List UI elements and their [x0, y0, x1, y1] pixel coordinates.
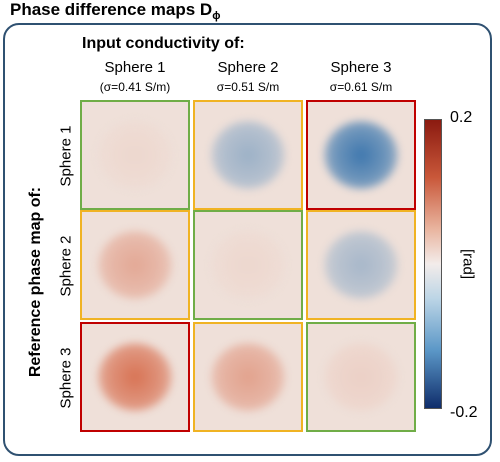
phase-map-r3-c1 — [80, 322, 190, 432]
phase-map-r3-c3 — [306, 322, 416, 432]
row-label-sphere-3-text: Sphere 3 — [57, 347, 75, 409]
sphere-phase-blob — [324, 121, 398, 189]
column-sigma-sphere-3: σ=0.61 S/m — [329, 80, 393, 94]
phase-map-r1-c3 — [306, 100, 416, 210]
phase-map-r2-c3 — [306, 210, 416, 320]
figure-title: Phase difference maps Dϕ — [10, 0, 220, 22]
column-label-sphere-3: Sphere 3 — [330, 59, 392, 76]
sphere-phase-blob — [324, 231, 398, 299]
column-label-sphere-1: Sphere 1 — [104, 59, 166, 76]
phase-map-r1-c1 — [80, 100, 190, 210]
sphere-phase-blob — [98, 231, 172, 299]
sphere-phase-blob — [211, 343, 285, 411]
sphere-phase-blob — [324, 343, 398, 411]
sphere-phase-blob — [211, 231, 285, 299]
colorbar-max-label: 0.2 — [450, 109, 473, 126]
figure-title-subscript: ϕ — [212, 10, 221, 22]
row-label-sphere-2-text: Sphere 2 — [57, 235, 75, 297]
colorbar-min-label: -0.2 — [450, 404, 478, 421]
input-conductivity-heading: Input conductivity of: — [82, 35, 245, 52]
phase-map-r1-c2 — [193, 100, 303, 210]
column-sigma-sphere-2: σ=0.51 S/m — [216, 80, 280, 94]
phase-map-r2-c2 — [193, 210, 303, 320]
phase-map-r3-c2 — [193, 322, 303, 432]
row-label-sphere-1-text: Sphere 1 — [57, 125, 75, 187]
sphere-phase-blob — [98, 121, 172, 189]
colorbar-unit-text: [rad] — [459, 248, 477, 280]
column-sigma-sphere-1: (σ=0.41 S/m) — [99, 80, 171, 94]
figure-frame — [3, 23, 492, 456]
column-label-sphere-2: Sphere 2 — [217, 59, 279, 76]
reference-phase-heading-text: Reference phase map of: — [27, 186, 44, 378]
colorbar — [424, 119, 442, 409]
phase-map-r2-c1 — [80, 210, 190, 320]
sphere-phase-blob — [211, 121, 285, 189]
sphere-phase-blob — [98, 343, 172, 411]
figure-title-text: Phase difference maps D — [10, 0, 213, 19]
